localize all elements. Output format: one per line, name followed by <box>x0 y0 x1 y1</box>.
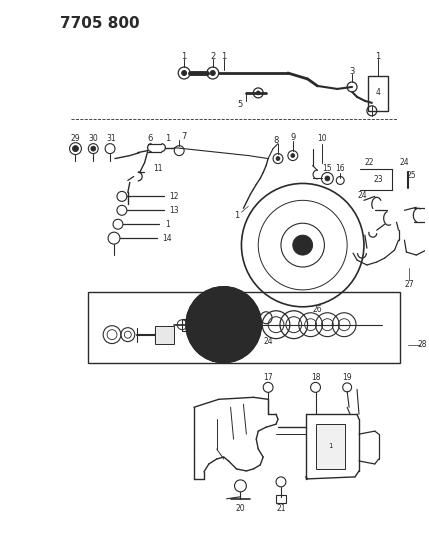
Text: 1: 1 <box>234 211 239 220</box>
Bar <box>182 319 192 330</box>
Text: 23: 23 <box>374 175 384 184</box>
Bar <box>276 495 286 503</box>
Text: 17: 17 <box>263 373 273 382</box>
Text: 24: 24 <box>263 337 273 346</box>
Text: 10: 10 <box>317 134 327 143</box>
Circle shape <box>291 154 295 158</box>
Text: 6: 6 <box>147 134 152 143</box>
Text: 28: 28 <box>417 340 427 349</box>
Circle shape <box>256 91 260 95</box>
Text: 31: 31 <box>106 134 116 143</box>
Text: 13: 13 <box>169 206 179 215</box>
Text: 18: 18 <box>311 373 320 382</box>
Text: 9: 9 <box>290 133 296 142</box>
Text: 24: 24 <box>400 158 409 167</box>
Circle shape <box>212 313 236 337</box>
Text: 27: 27 <box>405 280 414 289</box>
Circle shape <box>210 70 215 76</box>
Text: 2: 2 <box>210 52 215 61</box>
Circle shape <box>73 146 79 151</box>
Text: 15: 15 <box>323 164 332 173</box>
Bar <box>154 326 174 344</box>
Text: 19: 19 <box>342 373 352 382</box>
Text: 3: 3 <box>349 67 355 76</box>
Text: 20: 20 <box>236 504 245 513</box>
Text: 21: 21 <box>276 504 286 513</box>
Bar <box>368 76 388 111</box>
Text: 5: 5 <box>238 100 243 109</box>
Bar <box>316 424 345 469</box>
Circle shape <box>186 287 261 362</box>
Circle shape <box>293 235 313 255</box>
Text: 8: 8 <box>273 136 279 145</box>
Circle shape <box>325 176 330 181</box>
Text: 25: 25 <box>248 333 258 342</box>
Circle shape <box>91 146 96 151</box>
Text: 12: 12 <box>169 192 179 201</box>
Circle shape <box>276 157 280 160</box>
Text: 26: 26 <box>313 305 322 314</box>
Text: 24: 24 <box>357 191 367 200</box>
Text: 4: 4 <box>375 88 380 98</box>
Text: 1: 1 <box>181 52 187 61</box>
Text: 1: 1 <box>165 134 170 143</box>
Circle shape <box>181 70 187 76</box>
Text: 16: 16 <box>335 164 345 173</box>
Text: 1: 1 <box>375 52 381 61</box>
Text: 7705 800: 7705 800 <box>60 16 140 31</box>
Bar <box>88 292 401 364</box>
Text: 29: 29 <box>71 134 80 143</box>
Text: 7: 7 <box>181 132 187 141</box>
Text: 1: 1 <box>328 443 332 449</box>
Text: 1: 1 <box>221 52 226 61</box>
Text: 11: 11 <box>153 164 162 173</box>
Text: 22: 22 <box>364 158 374 167</box>
Text: 14: 14 <box>163 233 172 243</box>
Text: 30: 30 <box>88 134 98 143</box>
Text: 1: 1 <box>165 220 170 229</box>
Text: 25: 25 <box>407 171 416 180</box>
